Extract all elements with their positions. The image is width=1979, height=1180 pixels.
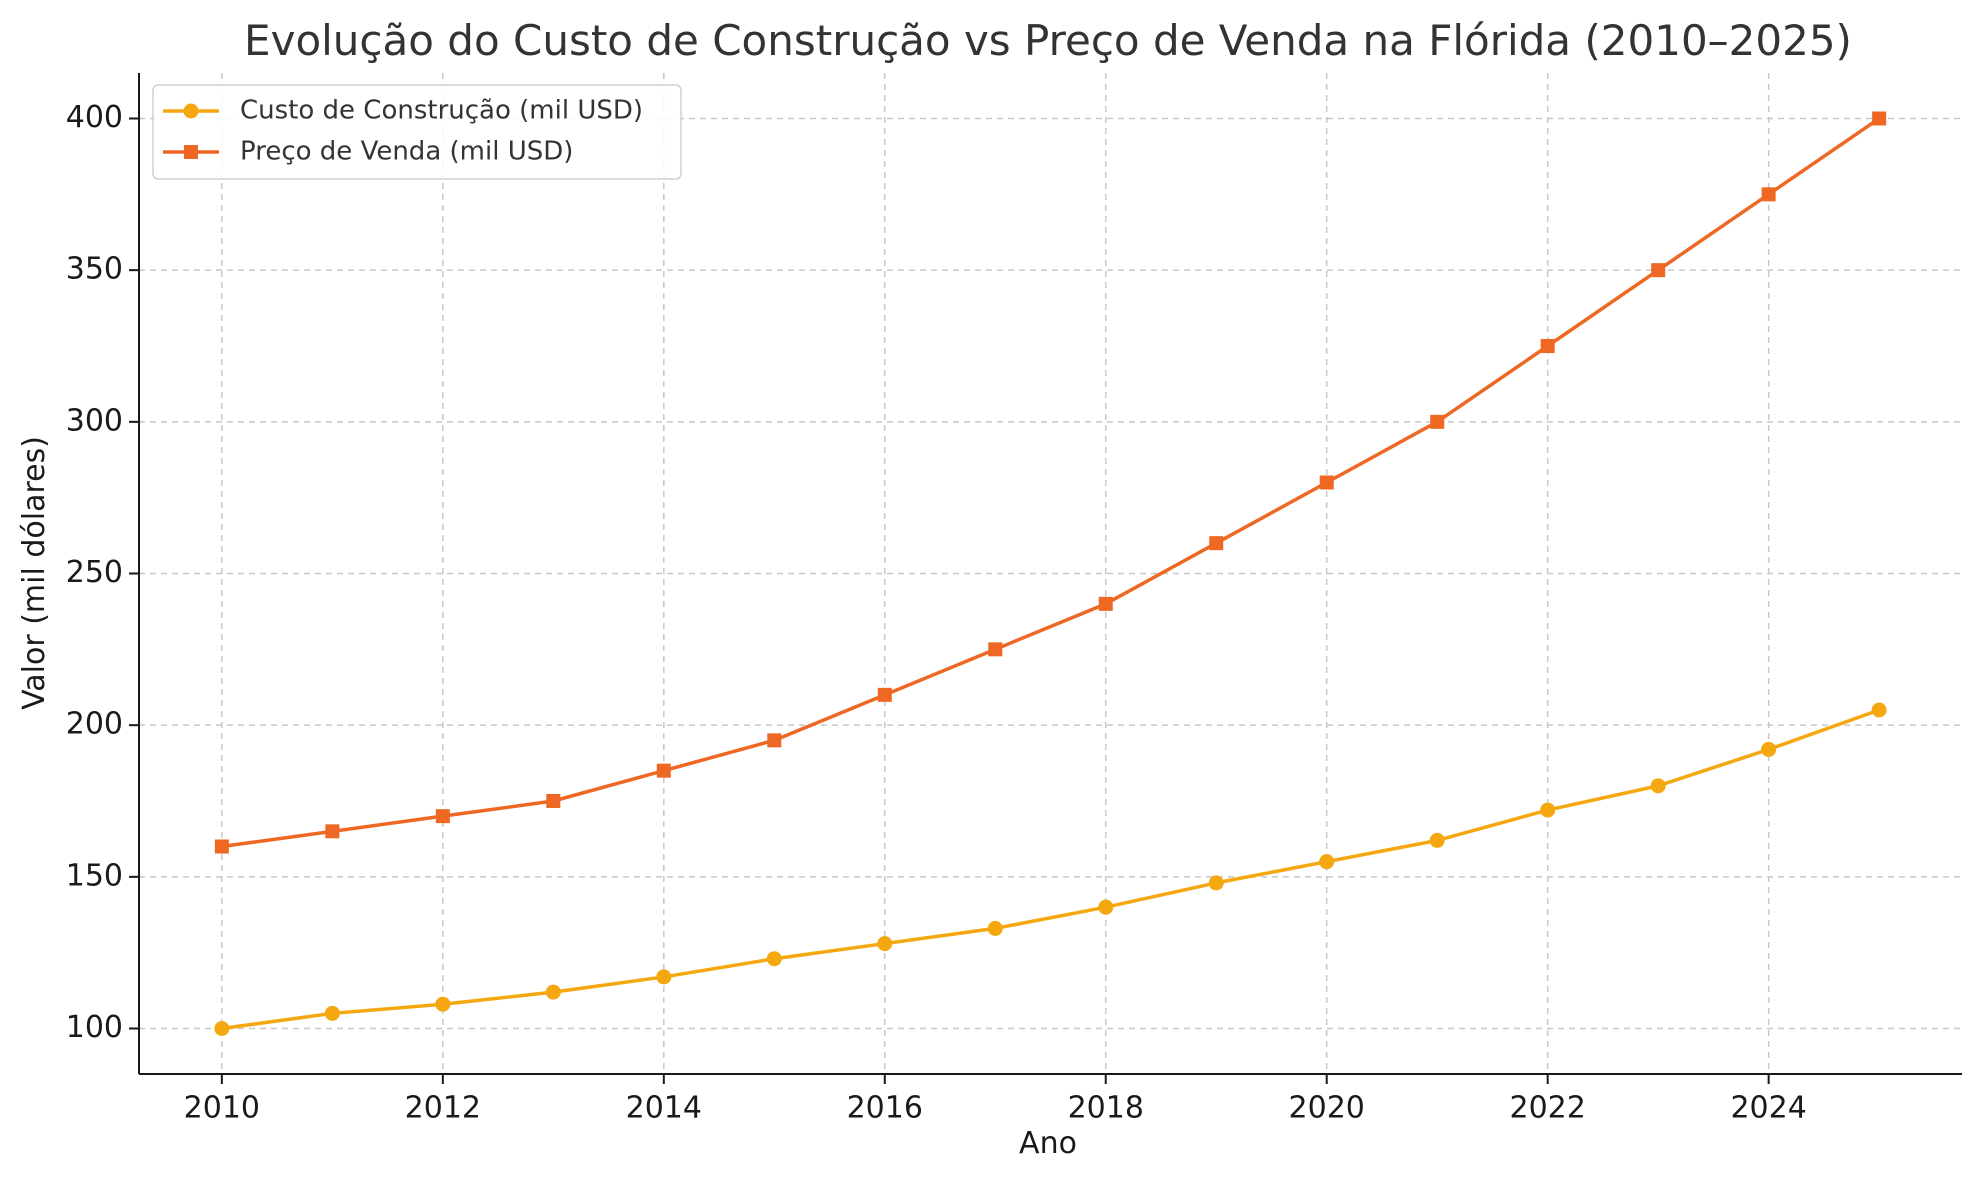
x-tick-label: 2010: [184, 1091, 260, 1126]
data-point: [1319, 854, 1335, 870]
data-point: [877, 687, 892, 702]
data-point: [1761, 187, 1776, 202]
x-tick-label: 2012: [405, 1091, 481, 1126]
data-point: [1429, 832, 1445, 848]
data-point: [1319, 475, 1334, 490]
data-point: [1540, 802, 1556, 818]
data-point: [1098, 899, 1114, 915]
legend-item: Custo de Construção (mil USD): [163, 96, 643, 126]
chart-title: Evolução do Custo de Construção vs Preço…: [244, 16, 1852, 65]
data-point: [214, 1021, 230, 1036]
y-tick-label: 250: [66, 555, 123, 590]
y-tick-label: 400: [66, 100, 123, 135]
data-point: [767, 733, 782, 748]
series-1: [214, 702, 1887, 1036]
data-point: [1098, 596, 1113, 611]
legend-box: [152, 84, 682, 180]
data-point: [214, 839, 229, 854]
data-point: [1871, 702, 1887, 718]
data-point: [656, 969, 672, 985]
series-line: [221, 117, 1881, 849]
grid: [139, 73, 1962, 1074]
data-point: [1430, 414, 1445, 429]
legend-marker: [184, 145, 198, 159]
data-point: [1761, 741, 1777, 757]
x-tick-label: 2024: [1730, 1091, 1806, 1126]
data-point: [1208, 875, 1224, 891]
data-point: [1540, 339, 1555, 353]
x-axis-label: Ano: [1019, 1126, 1077, 1161]
data-point: [1209, 536, 1224, 551]
x-tick-label: 2014: [626, 1091, 702, 1126]
x-tick-label: 2022: [1510, 1091, 1586, 1126]
y-axis-label: Valor (mil dólares): [17, 436, 52, 710]
series-line: [221, 708, 1880, 1031]
data-point: [546, 794, 561, 808]
legend: Custo de Construção (mil USD) Preço de Ve…: [152, 84, 682, 180]
data-point: [988, 642, 1003, 657]
plot-series: [214, 111, 1887, 1036]
legend-marker: [183, 103, 199, 119]
y-tick-label: 100: [66, 1010, 123, 1045]
data-point: [325, 824, 340, 839]
data-point: [435, 996, 451, 1012]
data-point: [1651, 263, 1666, 278]
data-point: [766, 951, 782, 967]
data-point: [435, 809, 450, 824]
x-tick-label: 2016: [847, 1091, 923, 1126]
data-point: [324, 1005, 340, 1021]
legend-item: Preço de Venda (mil USD): [163, 137, 573, 167]
y-tick-label: 200: [66, 707, 123, 742]
y-tick-label: 300: [66, 403, 123, 438]
data-point: [877, 936, 893, 952]
y-tick-label: 350: [66, 252, 123, 287]
data-point: [1650, 778, 1666, 794]
data-point: [1872, 111, 1887, 126]
y-tick-label: 150: [66, 858, 123, 893]
x-tick-label: 2020: [1289, 1091, 1365, 1126]
data-point: [545, 984, 561, 1000]
axis-ticks: 2010 2012 2014 2016 2018 2020 2022 2024 100 150 20…: [66, 100, 1807, 1126]
series-2: [214, 111, 1887, 854]
legend-label: Custo de Construção (mil USD): [240, 96, 643, 126]
x-tick-label: 2018: [1068, 1091, 1144, 1126]
data-point: [987, 920, 1003, 936]
legend-label: Preço de Venda (mil USD): [240, 137, 573, 167]
data-point: [656, 763, 671, 778]
